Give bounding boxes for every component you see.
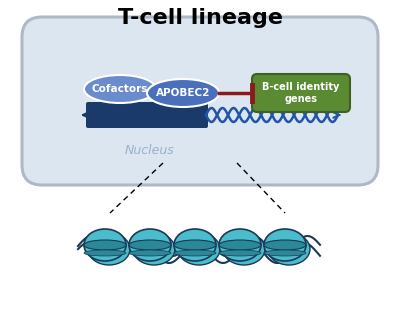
FancyBboxPatch shape <box>86 102 208 128</box>
FancyBboxPatch shape <box>252 74 350 112</box>
Ellipse shape <box>264 240 306 250</box>
Ellipse shape <box>84 75 156 103</box>
Text: T-cell lineage: T-cell lineage <box>118 8 282 28</box>
Ellipse shape <box>84 229 126 261</box>
Ellipse shape <box>174 229 216 261</box>
Ellipse shape <box>147 79 219 107</box>
Text: Cofactors: Cofactors <box>92 84 148 94</box>
Ellipse shape <box>84 250 126 256</box>
Ellipse shape <box>223 233 265 265</box>
Ellipse shape <box>264 229 306 261</box>
Ellipse shape <box>219 250 261 256</box>
Ellipse shape <box>174 240 216 250</box>
FancyBboxPatch shape <box>22 17 378 185</box>
Text: Nucleus: Nucleus <box>125 145 175 157</box>
Ellipse shape <box>174 250 216 256</box>
Text: B-cell identity
genes: B-cell identity genes <box>262 82 340 104</box>
Ellipse shape <box>219 240 261 250</box>
Ellipse shape <box>264 250 306 256</box>
Ellipse shape <box>133 233 175 265</box>
Ellipse shape <box>178 233 220 265</box>
Ellipse shape <box>268 233 310 265</box>
Ellipse shape <box>129 229 171 261</box>
Text: APOBEC2: APOBEC2 <box>156 88 210 98</box>
Ellipse shape <box>129 240 171 250</box>
Ellipse shape <box>129 250 171 256</box>
Ellipse shape <box>88 233 130 265</box>
Ellipse shape <box>219 229 261 261</box>
Ellipse shape <box>84 240 126 250</box>
